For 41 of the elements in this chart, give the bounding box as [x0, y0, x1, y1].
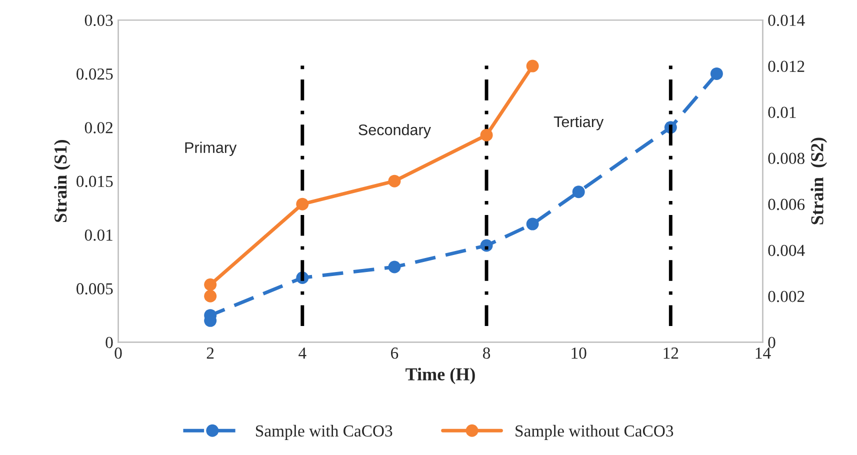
x-tick-label: 4	[298, 348, 306, 359]
y-tick-label: 0.005	[76, 283, 113, 294]
point	[388, 260, 401, 274]
point	[296, 198, 309, 210]
legend-label: Sample without CaCO3	[516, 424, 674, 440]
y-axis-title: Strain (S1)	[54, 140, 70, 222]
y2-axis-title: Strain (S2)	[810, 138, 828, 224]
y-tick-label: 0.015	[76, 176, 113, 188]
y-tick-label: 0.03	[84, 14, 113, 26]
point	[480, 128, 493, 142]
y-tick-label: 0.02	[84, 122, 112, 134]
point	[204, 278, 217, 291]
point	[710, 67, 723, 80]
y-tick-label: 0	[106, 336, 113, 348]
annotation: Secondary	[358, 124, 431, 138]
y2-tick-label: 0.002	[768, 290, 804, 302]
x-tick-label: 14	[756, 348, 771, 359]
y2-tick-label: 0.01	[768, 106, 796, 118]
x-tick-label: 6	[391, 348, 398, 359]
point	[526, 218, 539, 230]
point	[526, 60, 539, 72]
point	[572, 186, 585, 198]
y2-tick-label: 0.004	[768, 244, 805, 256]
y2-tick-label: 0.008	[768, 152, 804, 164]
y2-tick-label: 0	[768, 336, 776, 348]
legend-label: Sample with CaCO3	[256, 424, 392, 440]
x-axis-title: Time (H)	[406, 368, 475, 384]
x-tick-label: 8	[483, 348, 490, 359]
x-tick-label: 12	[664, 348, 678, 359]
y-tick-label: 0.025	[76, 68, 113, 80]
x-tick-label: 0	[114, 348, 122, 359]
y2-tick-label: 0.006	[768, 198, 805, 210]
annotation: Primary	[185, 142, 237, 156]
y2-tick-label: 0.014	[768, 14, 805, 26]
point	[204, 290, 217, 302]
annotation: Tertiary	[554, 116, 604, 130]
x-tick-label: 10	[572, 348, 586, 359]
y2-tick-label: 0.012	[768, 60, 804, 72]
y-tick-label: 0.01	[84, 229, 112, 241]
x-tick-label: 2	[206, 348, 214, 359]
point	[388, 174, 401, 188]
